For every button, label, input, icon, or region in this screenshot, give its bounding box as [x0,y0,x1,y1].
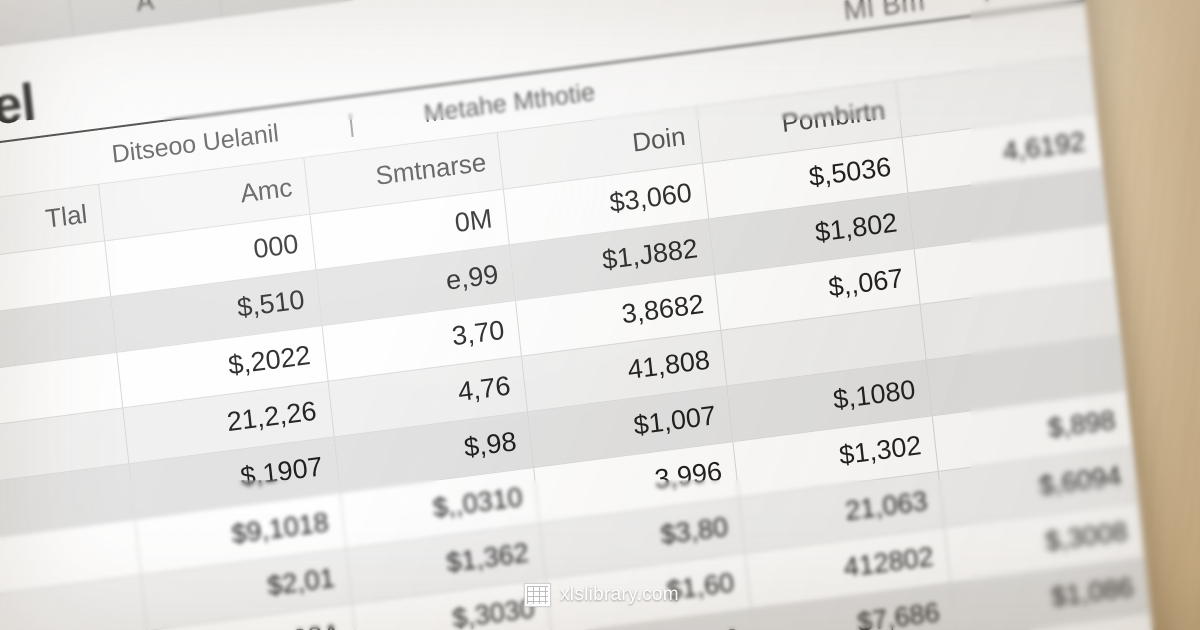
grid-body: 2 1 1 2 3 4 6 14 6 16 10 15 7 12 18 19 [0,0,1157,630]
spreadsheet-grid-icon [524,583,551,607]
page-title: Excel [0,73,39,149]
excel-printout-page: Dopx IS ⤳ ↷ ⤵ ⤴ Accenadios Wne Man [0,0,1157,630]
watermark: xlslibrary.com [524,583,679,607]
spreadsheet-grid: B A C 2 1 1 2 3 4 6 14 6 16 10 15 7 12 [0,0,1157,630]
caption-text-0: Ditseoo Uelanil [110,119,281,169]
watermark-text: xlslibrary.com [560,584,679,605]
caption-separator: | [346,109,357,139]
title-right-label-0: Ml Bm [841,0,927,27]
data-region: Excel Ml Bm Amo Ditseoo Uelanil | Metahe… [0,0,1157,630]
caption-text-1: Metahe Mthotie [422,78,597,129]
